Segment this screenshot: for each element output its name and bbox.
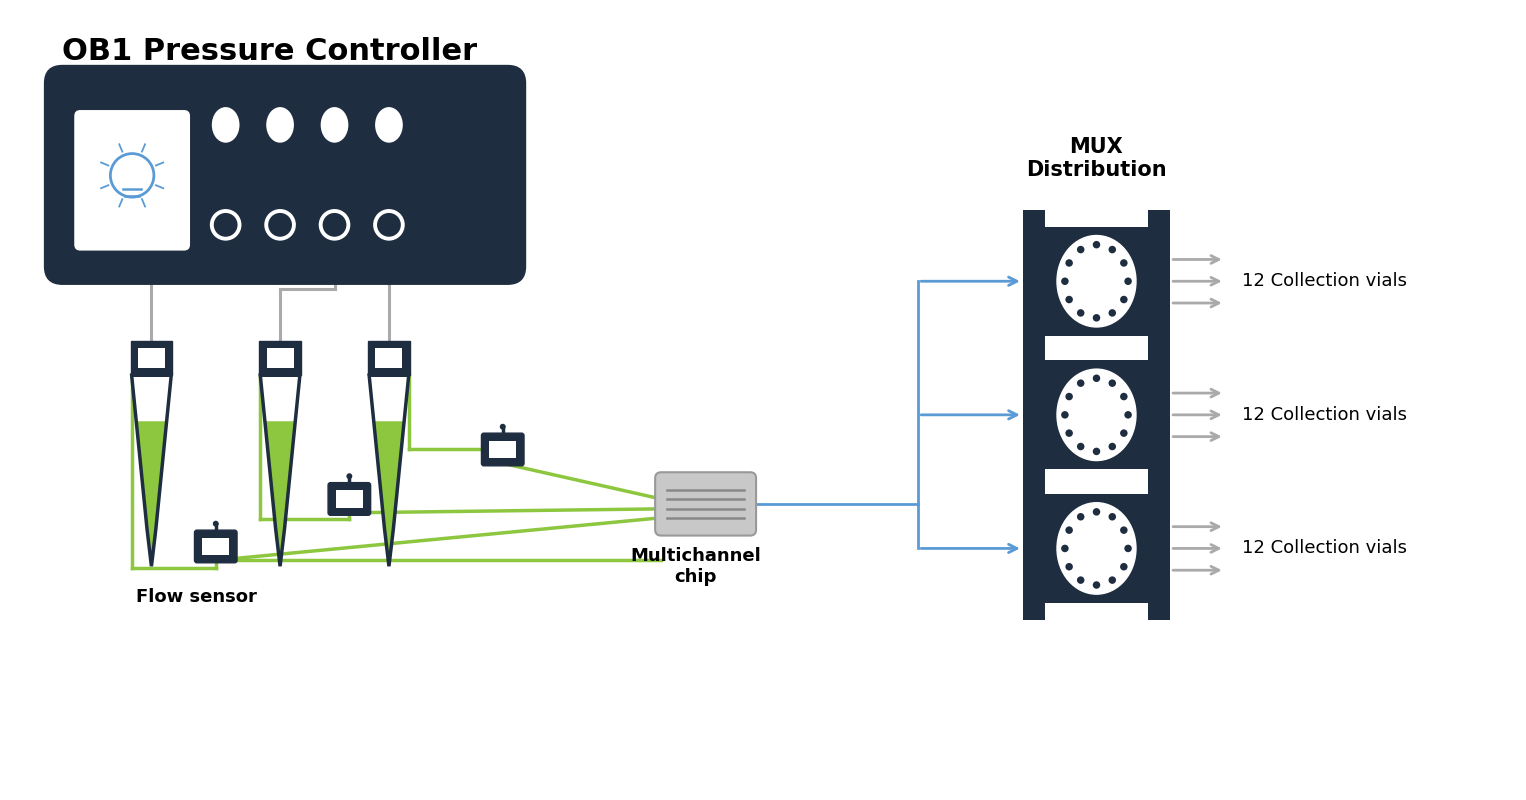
Circle shape [1108,513,1116,521]
Polygon shape [131,375,171,566]
Ellipse shape [375,107,403,142]
Circle shape [1061,411,1068,418]
Circle shape [220,218,232,231]
FancyBboxPatch shape [194,530,237,562]
Text: 12 Collection vials: 12 Collection vials [1242,272,1407,290]
Circle shape [1077,576,1085,584]
Circle shape [1120,393,1128,400]
Circle shape [1108,309,1116,317]
Circle shape [1065,296,1073,303]
Circle shape [1093,582,1100,589]
FancyBboxPatch shape [1044,227,1149,336]
Circle shape [1065,393,1073,400]
Polygon shape [261,375,301,422]
FancyBboxPatch shape [1149,210,1170,353]
Circle shape [1077,379,1085,387]
Circle shape [1125,278,1132,285]
Circle shape [501,424,505,430]
Circle shape [1120,563,1128,570]
Circle shape [346,474,353,479]
Text: OB1 Pressure Controller: OB1 Pressure Controller [63,37,478,66]
FancyBboxPatch shape [1044,361,1149,470]
FancyBboxPatch shape [655,472,755,535]
Circle shape [1108,246,1116,254]
FancyBboxPatch shape [1022,343,1044,486]
Circle shape [1061,278,1068,285]
Circle shape [1120,259,1128,266]
FancyBboxPatch shape [259,341,301,375]
Circle shape [1065,259,1073,266]
FancyBboxPatch shape [1022,210,1044,353]
Circle shape [1093,314,1100,322]
Circle shape [1077,309,1085,317]
FancyBboxPatch shape [375,347,403,368]
Circle shape [1061,545,1068,552]
Circle shape [212,521,218,526]
FancyBboxPatch shape [490,441,516,458]
Circle shape [1120,430,1128,437]
Text: 12 Collection vials: 12 Collection vials [1242,539,1407,558]
Circle shape [1108,576,1116,584]
Circle shape [1077,513,1085,521]
Circle shape [1120,296,1128,303]
Circle shape [1093,448,1100,455]
FancyBboxPatch shape [1149,343,1170,486]
Circle shape [1065,563,1073,570]
Polygon shape [369,375,409,566]
Circle shape [1108,442,1116,450]
Circle shape [383,218,395,231]
Text: MUX
Distribution: MUX Distribution [1025,137,1167,180]
Circle shape [1125,545,1132,552]
FancyBboxPatch shape [336,490,363,508]
Ellipse shape [1058,369,1135,461]
FancyBboxPatch shape [203,538,229,555]
FancyBboxPatch shape [44,66,525,284]
FancyBboxPatch shape [482,433,523,466]
FancyBboxPatch shape [1149,477,1170,620]
FancyBboxPatch shape [368,341,409,375]
Polygon shape [131,375,171,422]
Circle shape [1077,442,1085,450]
FancyBboxPatch shape [1022,477,1044,620]
Circle shape [1120,526,1128,534]
Polygon shape [261,375,301,566]
Text: Flow sensor: Flow sensor [136,588,256,606]
Circle shape [1093,241,1100,249]
Ellipse shape [266,107,295,142]
FancyBboxPatch shape [267,347,293,368]
Ellipse shape [1058,502,1135,594]
FancyBboxPatch shape [131,341,172,375]
Circle shape [1093,508,1100,516]
Circle shape [1125,411,1132,418]
Circle shape [1108,379,1116,387]
Circle shape [328,218,340,231]
Ellipse shape [1058,235,1135,327]
FancyBboxPatch shape [328,482,371,515]
Circle shape [1065,430,1073,437]
FancyBboxPatch shape [137,347,165,368]
Text: Multichannel
chip: Multichannel chip [630,547,761,586]
Circle shape [1093,374,1100,382]
Polygon shape [369,375,409,422]
Ellipse shape [320,107,348,142]
Circle shape [273,218,287,231]
Ellipse shape [212,107,240,142]
Text: 12 Collection vials: 12 Collection vials [1242,406,1407,424]
FancyBboxPatch shape [1044,494,1149,603]
Circle shape [1065,526,1073,534]
FancyBboxPatch shape [75,110,191,250]
Circle shape [1077,246,1085,254]
